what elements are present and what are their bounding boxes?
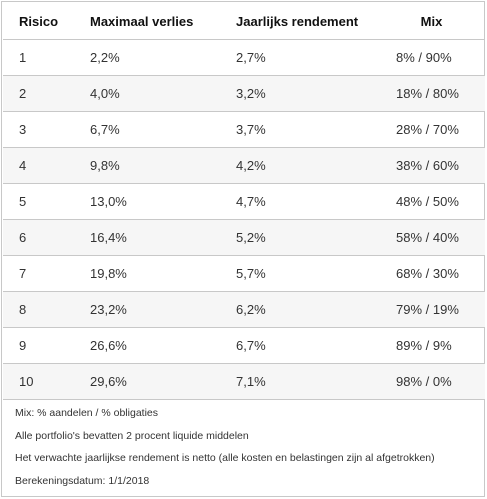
footnote-mix: Mix: % aandelen / % obligaties [15, 407, 158, 419]
cell-risico: 9 [3, 327, 73, 364]
cell-risico: 3 [3, 111, 73, 148]
cell-mix: 8% / 90% [378, 39, 485, 76]
cell-jaarlijks-rendement: 5,2% [218, 219, 378, 256]
cell-mix: 68% / 30% [378, 255, 485, 292]
cell-jaarlijks-rendement: 4,7% [218, 183, 378, 220]
cell-jaarlijks-rendement: 6,2% [218, 291, 378, 328]
cell-mix: 98% / 0% [378, 363, 485, 400]
cell-risico: 10 [3, 363, 73, 400]
footnote-rendement-netto: Het verwachte jaarlijkse rendement is ne… [15, 452, 435, 464]
table-row: 4 9,8% 4,2% 38% / 60% [3, 147, 485, 184]
cell-maximaal-verlies: 13,0% [73, 183, 218, 220]
cell-maximaal-verlies: 23,2% [73, 291, 218, 328]
cell-jaarlijks-rendement: 3,7% [218, 111, 378, 148]
header-mix: Mix [378, 3, 485, 40]
risk-profile-table: Risico Maximaal verlies Jaarlijks rendem… [3, 3, 485, 400]
table-row: 10 29,6% 7,1% 98% / 0% [3, 363, 485, 400]
cell-mix: 48% / 50% [378, 183, 485, 220]
cell-jaarlijks-rendement: 3,2% [218, 75, 378, 112]
cell-mix: 79% / 19% [378, 291, 485, 328]
footnote-berekeningsdatum: Berekeningsdatum: 1/1/2018 [15, 474, 150, 487]
table-row: 6 16,4% 5,2% 58% / 40% [3, 219, 485, 256]
cell-jaarlijks-rendement: 4,2% [218, 147, 378, 184]
cell-risico: 8 [3, 291, 73, 328]
cell-maximaal-verlies: 9,8% [73, 147, 218, 184]
cell-mix: 18% / 80% [378, 75, 485, 112]
header-risico: Risico [3, 3, 73, 40]
table-row: 5 13,0% 4,7% 48% / 50% [3, 183, 485, 220]
cell-risico: 5 [3, 183, 73, 220]
cell-maximaal-verlies: 19,8% [73, 255, 218, 292]
cell-mix: 58% / 40% [378, 219, 485, 256]
table-header-row: Risico Maximaal verlies Jaarlijks rendem… [3, 3, 485, 40]
cell-mix: 28% / 70% [378, 111, 485, 148]
cell-jaarlijks-rendement: 6,7% [218, 327, 378, 364]
cell-maximaal-verlies: 6,7% [73, 111, 218, 148]
cell-maximaal-verlies: 29,6% [73, 363, 218, 400]
cell-maximaal-verlies: 4,0% [73, 75, 218, 112]
cell-maximaal-verlies: 26,6% [73, 327, 218, 364]
table-row: 2 4,0% 3,2% 18% / 80% [3, 75, 485, 112]
cell-jaarlijks-rendement: 7,1% [218, 363, 378, 400]
table-row: 7 19,8% 5,7% 68% / 30% [3, 255, 485, 292]
cell-mix: 89% / 9% [378, 327, 485, 364]
cell-risico: 4 [3, 147, 73, 184]
cell-risico: 6 [3, 219, 73, 256]
table-row: 8 23,2% 6,2% 79% / 19% [3, 291, 485, 328]
table-footnotes: Mix: % aandelen / % obligaties Alle port… [15, 407, 481, 497]
header-maximaal-verlies: Maximaal verlies [73, 3, 218, 40]
cell-maximaal-verlies: 16,4% [73, 219, 218, 256]
table-row: 1 2,2% 2,7% 8% / 90% [3, 39, 485, 76]
table-row: 9 26,6% 6,7% 89% / 9% [3, 327, 485, 364]
cell-jaarlijks-rendement: 5,7% [218, 255, 378, 292]
cell-risico: 2 [3, 75, 73, 112]
cell-risico: 1 [3, 39, 73, 76]
cell-maximaal-verlies: 2,2% [73, 39, 218, 76]
table-row: 3 6,7% 3,7% 28% / 70% [3, 111, 485, 148]
cell-mix: 38% / 60% [378, 147, 485, 184]
header-jaarlijks-rendement: Jaarlijks rendement [218, 3, 378, 40]
footnote-liquide-middelen: Alle portfolio's bevatten 2 procent liqu… [15, 429, 249, 442]
cell-jaarlijks-rendement: 2,7% [218, 39, 378, 76]
cell-risico: 7 [3, 255, 73, 292]
